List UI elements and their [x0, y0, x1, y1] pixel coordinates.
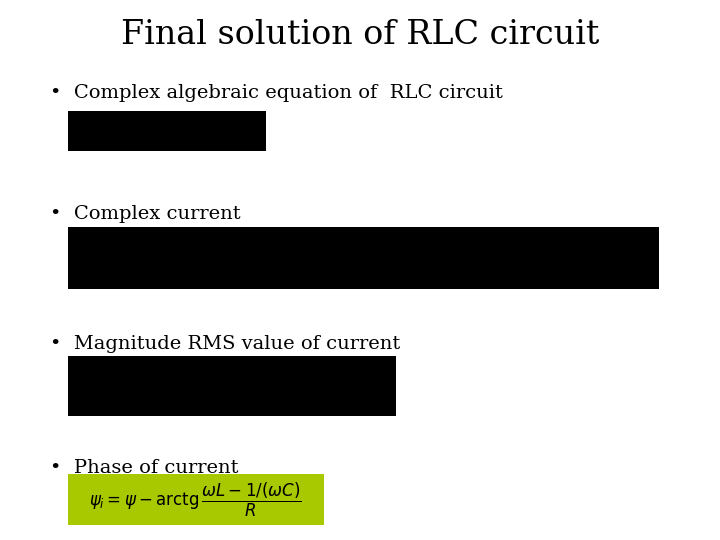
FancyBboxPatch shape — [68, 111, 266, 151]
Text: •  Complex algebraic equation of  RLC circuit: • Complex algebraic equation of RLC circ… — [50, 84, 503, 102]
FancyBboxPatch shape — [68, 356, 396, 416]
Text: •  Magnitude RMS value of current: • Magnitude RMS value of current — [50, 335, 400, 353]
Text: •  Complex current: • Complex current — [50, 205, 241, 223]
Text: $\psi_i = \psi - \mathrm{arctg}\,\dfrac{\omega L - 1/(\omega C)}{R}$: $\psi_i = \psi - \mathrm{arctg}\,\dfrac{… — [89, 481, 302, 518]
FancyBboxPatch shape — [68, 227, 659, 289]
FancyBboxPatch shape — [68, 474, 324, 525]
Text: •  Phase of current: • Phase of current — [50, 459, 239, 477]
Text: Final solution of RLC circuit: Final solution of RLC circuit — [121, 19, 599, 51]
